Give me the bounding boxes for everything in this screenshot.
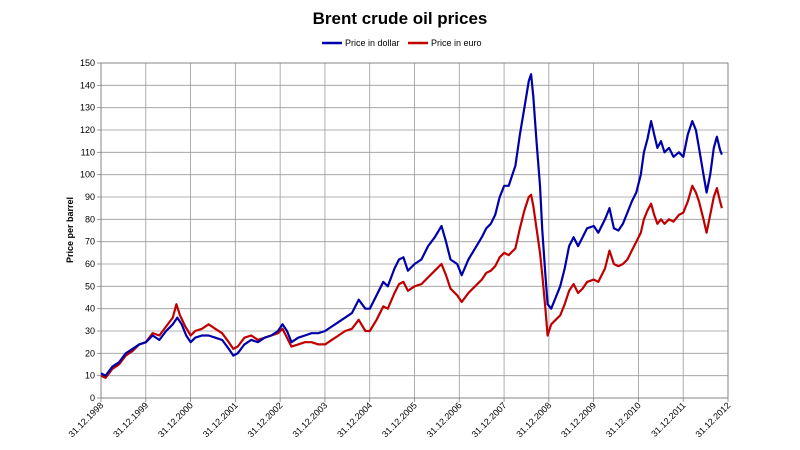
grid: [100, 62, 729, 399]
x-tick-label: 31.12.2001: [201, 400, 240, 439]
legend: Price in dollar Price in euro: [322, 38, 482, 48]
y-tick-label: 150: [80, 58, 95, 68]
x-tick-label: 31.12.2009: [559, 400, 598, 439]
x-tick-label: 31.12.1998: [66, 400, 105, 439]
y-tick-label: 50: [85, 281, 95, 291]
y-axis-label: Price per barrel: [65, 197, 75, 263]
y-tick-label: 130: [80, 103, 95, 113]
x-tick-label: 31.12.2011: [649, 400, 687, 438]
y-tick-label: 0: [90, 393, 95, 403]
y-tick-label: 20: [85, 348, 95, 358]
x-tick-label: 31.12.2004: [335, 400, 374, 439]
x-tick-label: 31.12.2007: [470, 400, 509, 439]
x-tick-label: 31.12.2003: [290, 400, 329, 439]
x-tick-label: 31.12.2000: [156, 400, 195, 439]
chart-title: Brent crude oil prices: [313, 9, 488, 28]
y-tick-label: 120: [80, 125, 95, 135]
y-tick-label: 100: [80, 170, 95, 180]
y-tick-label: 10: [85, 371, 95, 381]
x-tick-label: 31.12.2006: [425, 400, 464, 439]
y-tick-label: 110: [81, 147, 95, 157]
y-tick-label: 70: [85, 237, 95, 247]
y-axis-ticks: 0 10 20 30 40 50 60 70 80 90 100 110 120 130 140 150: [80, 58, 101, 403]
x-tick-label: 31.12.1999: [111, 400, 150, 439]
x-tick-label: 31.12.2005: [380, 400, 419, 439]
y-tick-label: 30: [85, 326, 95, 336]
x-tick-label: 31.12.2012: [693, 400, 732, 439]
series-line-dollar: [100, 73, 723, 377]
series-lines: [100, 73, 723, 379]
y-tick-label: 90: [85, 192, 95, 202]
series-line-euro: [100, 184, 723, 379]
legend-label-euro: Price in euro: [431, 38, 482, 48]
y-tick-label: 40: [85, 304, 95, 314]
x-axis-ticks: 31.12.1998 31.12.1999 31.12.2000 31.12.2001…: [66, 398, 732, 439]
x-tick-label: 31.12.2002: [246, 400, 285, 439]
y-tick-label: 60: [85, 259, 95, 269]
legend-label-dollar: Price in dollar: [345, 38, 400, 48]
x-tick-label: 31.12.2008: [514, 400, 553, 439]
x-tick-label: 31.12.2010: [604, 400, 643, 439]
y-tick-label: 80: [85, 214, 95, 224]
y-tick-label: 140: [80, 80, 95, 90]
